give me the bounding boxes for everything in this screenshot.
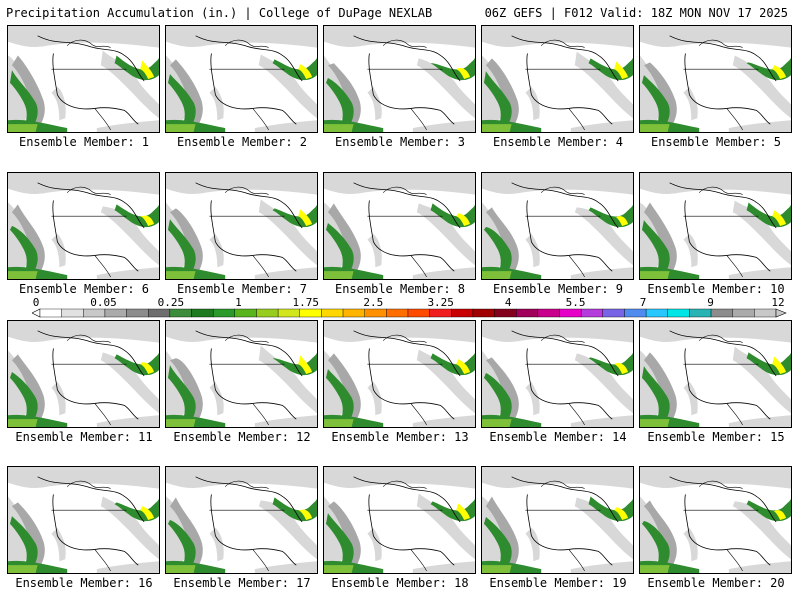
ensemble-member-label-7: Ensemble Member: 7 (176, 282, 308, 296)
ensemble-member-map-10 (639, 172, 792, 280)
colorbar-swatch (710, 308, 733, 318)
ensemble-member-label-14: Ensemble Member: 14 (489, 430, 627, 444)
ensemble-member-map-15 (639, 320, 792, 428)
colorbar-swatch (256, 308, 279, 318)
ensemble-member-label-10: Ensemble Member: 10 (647, 282, 785, 296)
ensemble-member-label-4: Ensemble Member: 4 (492, 135, 624, 149)
model-run-info: 06Z GEFS | F012 Valid: 18Z MON NOV 17 20… (484, 6, 788, 20)
ensemble-member-label-17: Ensemble Member: 17 (173, 576, 311, 590)
colorbar-swatch (364, 308, 387, 318)
colorbar-swatch (429, 308, 452, 318)
colorbar-swatch (212, 308, 236, 318)
colorbar-swatch (537, 308, 560, 318)
ensemble-member-label-5: Ensemble Member: 5 (650, 135, 782, 149)
ensemble-member-label-8: Ensemble Member: 8 (334, 282, 466, 296)
colorbar-swatch (148, 308, 171, 318)
colorbar-label: 1.75 (293, 296, 320, 309)
colorbar-swatch (624, 308, 647, 318)
colorbar-swatch (191, 308, 214, 318)
colorbar-swatch (494, 308, 517, 318)
colorbar-label: 7 (640, 296, 647, 309)
colorbar-label: 12 (771, 296, 784, 309)
colorbar-label: 1 (235, 296, 242, 309)
ensemble-member-map-17 (165, 466, 318, 574)
colorbar-swatch (451, 308, 474, 318)
ensemble-member-map-1 (7, 25, 160, 133)
colorbar-swatch (83, 308, 106, 318)
ensemble-member-label-16: Ensemble Member: 16 (15, 576, 153, 590)
colorbar-label: 0 (33, 296, 40, 309)
ensemble-member-map-7 (165, 172, 318, 280)
colorbar-label: 3.25 (427, 296, 454, 309)
colorbar-swatch (472, 308, 495, 318)
ensemble-member-label-15: Ensemble Member: 15 (647, 430, 785, 444)
colorbar-swatch (732, 308, 755, 318)
colorbar-label: 0.05 (90, 296, 117, 309)
colorbar-swatch (580, 308, 604, 318)
colorbar-swatch (277, 308, 300, 318)
ensemble-member-map-14 (481, 320, 634, 428)
colorbar-swatch (516, 308, 539, 318)
colorbar-swatch (689, 308, 712, 318)
colorbar-swatch (667, 308, 690, 318)
ensemble-member-label-18: Ensemble Member: 18 (331, 576, 469, 590)
colorbar-label: 0.25 (158, 296, 185, 309)
colorbar-swatch (559, 308, 582, 318)
colorbar-label: 4 (505, 296, 512, 309)
ensemble-member-label-6: Ensemble Member: 6 (18, 282, 150, 296)
colorbar-swatch (299, 308, 322, 318)
colorbar-swatch (61, 308, 84, 318)
colorbar-swatch (754, 308, 777, 318)
colorbar-swatch (169, 308, 192, 318)
precipitation-colorbar: 0 0.05 0.25 1 1.75 2.5 3.25 4 5.5 7 9 12 (32, 296, 792, 320)
ensemble-member-map-6 (7, 172, 160, 280)
colorbar-label: 2.5 (363, 296, 383, 309)
colorbar-label: 9 (707, 296, 714, 309)
ensemble-member-label-2: Ensemble Member: 2 (176, 135, 308, 149)
ensemble-member-map-18 (323, 466, 476, 574)
ensemble-member-map-8 (323, 172, 476, 280)
ensemble-member-map-19 (481, 466, 634, 574)
ensemble-member-label-12: Ensemble Member: 12 (173, 430, 311, 444)
colorbar-swatch (342, 308, 365, 318)
map-title: Precipitation Accumulation (in.) | Colle… (6, 6, 433, 20)
ensemble-member-map-11 (7, 320, 160, 428)
ensemble-member-label-19: Ensemble Member: 19 (489, 576, 627, 590)
ensemble-member-map-12 (165, 320, 318, 428)
ensemble-member-map-5 (639, 25, 792, 133)
ensemble-member-map-16 (7, 466, 160, 574)
ensemble-member-map-4 (481, 25, 634, 133)
ensemble-member-label-3: Ensemble Member: 3 (334, 135, 466, 149)
ensemble-member-label-9: Ensemble Member: 9 (492, 282, 624, 296)
colorbar-swatch (645, 308, 668, 318)
ensemble-member-map-13 (323, 320, 476, 428)
ensemble-member-label-1: Ensemble Member: 1 (18, 135, 150, 149)
ensemble-member-label-20: Ensemble Member: 20 (647, 576, 785, 590)
colorbar-swatch (126, 308, 149, 318)
ensemble-member-map-2 (165, 25, 318, 133)
ensemble-member-map-20 (639, 466, 792, 574)
ensemble-member-map-3 (323, 25, 476, 133)
colorbar-swatch (321, 308, 344, 318)
colorbar-swatch (602, 308, 625, 318)
colorbar-swatch (386, 308, 409, 318)
colorbar-swatch (234, 308, 257, 318)
colorbar-swatch (104, 308, 127, 318)
colorbar-swatch (39, 308, 62, 318)
colorbar-label: 5.5 (566, 296, 586, 309)
ensemble-member-map-9 (481, 172, 634, 280)
ensemble-member-label-11: Ensemble Member: 11 (15, 430, 153, 444)
ensemble-member-label-13: Ensemble Member: 13 (331, 430, 469, 444)
colorbar-swatch (407, 308, 430, 318)
